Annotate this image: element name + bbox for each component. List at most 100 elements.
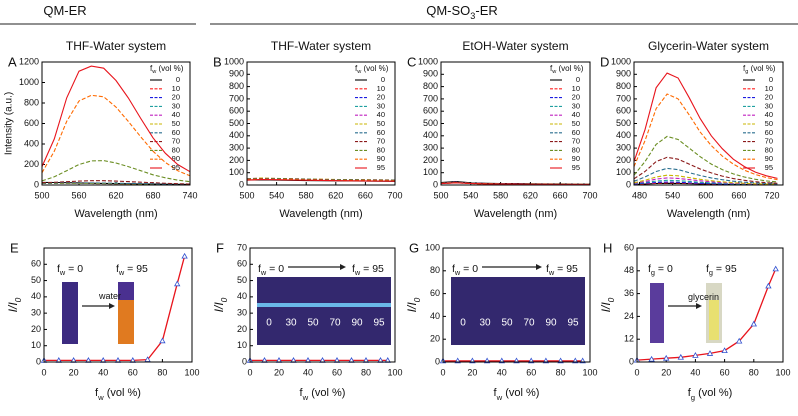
plot-frame: [41, 61, 191, 186]
data-point: [721, 347, 728, 353]
legend-label: 95: [172, 163, 180, 172]
legend-label: 40: [377, 110, 385, 119]
y-tick-label: 40: [31, 291, 41, 301]
y-tick-label: 0: [629, 356, 634, 366]
annotation-part: = 95: [713, 263, 737, 275]
inset-label: 70: [329, 318, 341, 329]
y-tick-label: 60: [31, 259, 41, 269]
y-tick-label: 400: [24, 138, 39, 148]
header-part: -ER: [475, 3, 497, 18]
annotation: fg = 0: [648, 263, 673, 278]
x-tick-label: 620: [328, 190, 343, 200]
series-line: [41, 180, 191, 185]
x-tick-label: 20: [467, 367, 477, 377]
y-tick-label: 1000: [19, 77, 39, 87]
annotation: fw = 0: [452, 263, 478, 278]
annotation-part: = 95: [360, 263, 384, 275]
annotation-part: f: [352, 263, 355, 275]
series-line: [41, 65, 191, 173]
annotation-part: f: [648, 263, 651, 275]
y-tick-label: 700: [229, 93, 244, 103]
y-tick-label: 900: [616, 69, 631, 79]
legend-title-part: (vol %): [556, 64, 583, 73]
y-axis-label-part: I/I: [212, 302, 226, 313]
y-tick-label: 200: [229, 155, 244, 165]
y-tick-label: 0: [626, 179, 631, 189]
annotation-part: w: [354, 268, 361, 277]
y-tick-label: 40: [430, 311, 440, 321]
x-tick-label: 80: [749, 367, 759, 377]
x-tick-label: 100: [582, 367, 597, 377]
legend-title-part: f: [743, 64, 746, 73]
legend-label: 10: [172, 84, 180, 93]
legend-title-part: w: [151, 69, 157, 75]
plot-frame: [636, 247, 784, 363]
x-tick-label: 580: [493, 190, 508, 200]
y-tick-label: 20: [430, 334, 440, 344]
annotation-part: = 0: [266, 263, 284, 275]
panel-label: G: [409, 240, 419, 255]
x-tick-label: 20: [69, 367, 79, 377]
y-tick-label: 1000: [611, 56, 631, 66]
y-tick-label: 200: [423, 155, 438, 165]
legend-label: 20: [572, 93, 580, 102]
legend-label: 80: [765, 145, 773, 154]
arrow-head: [536, 264, 542, 270]
inset-label: 90: [545, 318, 557, 329]
legend-title: fg (vol %): [743, 64, 776, 75]
legend-label: 70: [172, 137, 180, 146]
x-axis-label-part: g: [691, 393, 695, 402]
y-tick-label: 300: [616, 142, 631, 152]
legend-label: 0: [381, 75, 385, 84]
photo: [451, 277, 585, 345]
x-tick-label: 60: [526, 367, 536, 377]
x-tick-label: 80: [361, 367, 371, 377]
arrow-head: [109, 303, 115, 309]
x-tick-label: 660: [731, 190, 746, 200]
annotation-part: w: [548, 268, 555, 277]
annotation-part: f: [706, 263, 709, 275]
annotation-part: f: [546, 263, 549, 275]
x-tick-label: 680: [145, 190, 160, 200]
y-axis-label-part: I/I: [405, 302, 419, 313]
legend-title-part: w: [356, 69, 362, 75]
x-tick-label: 100: [387, 367, 402, 377]
panel-label: D: [600, 54, 609, 69]
y-tick-label: 400: [616, 130, 631, 140]
legend-title-part: w: [551, 69, 557, 75]
legend-label: 10: [572, 84, 580, 93]
annotation-part: f: [258, 263, 261, 275]
y-tick-label: 60: [430, 288, 440, 298]
x-axis-label: fw (vol %): [300, 387, 346, 402]
header: QM-ER: [43, 3, 86, 18]
photo: [62, 282, 78, 344]
y-tick-label: 30: [237, 308, 247, 318]
annotation: fw = 95: [546, 263, 578, 278]
x-tick-label: 0: [41, 367, 46, 377]
y-tick-label: 1200: [19, 56, 39, 66]
series-line: [633, 93, 778, 181]
legend-title: fw (vol %): [355, 64, 389, 75]
x-axis-label: fw (vol %): [494, 387, 540, 402]
x-tick-label: 40: [303, 367, 313, 377]
legend-label: 60: [765, 128, 773, 137]
x-axis-label-part: f: [688, 387, 692, 399]
annotation-part: f: [57, 263, 60, 275]
legend-label: 0: [576, 75, 580, 84]
y-tick-label: 700: [616, 93, 631, 103]
annotation-part: w: [454, 268, 461, 277]
legend-label: 90: [765, 154, 773, 163]
legend-label: 40: [765, 110, 773, 119]
legend-label: 0: [769, 75, 773, 84]
data-point: [772, 265, 779, 272]
y-tick-label: 400: [423, 130, 438, 140]
annotation: fw = 0: [57, 263, 83, 278]
annotation-part: = 0: [655, 263, 673, 275]
y-tick-label: 200: [24, 159, 39, 169]
y-tick-label: 50: [237, 275, 247, 285]
photo: [257, 277, 391, 345]
annotation-part: = 0: [460, 263, 478, 275]
photo: [650, 283, 664, 343]
legend-title-part: f: [355, 64, 358, 73]
series-line: [633, 179, 778, 186]
